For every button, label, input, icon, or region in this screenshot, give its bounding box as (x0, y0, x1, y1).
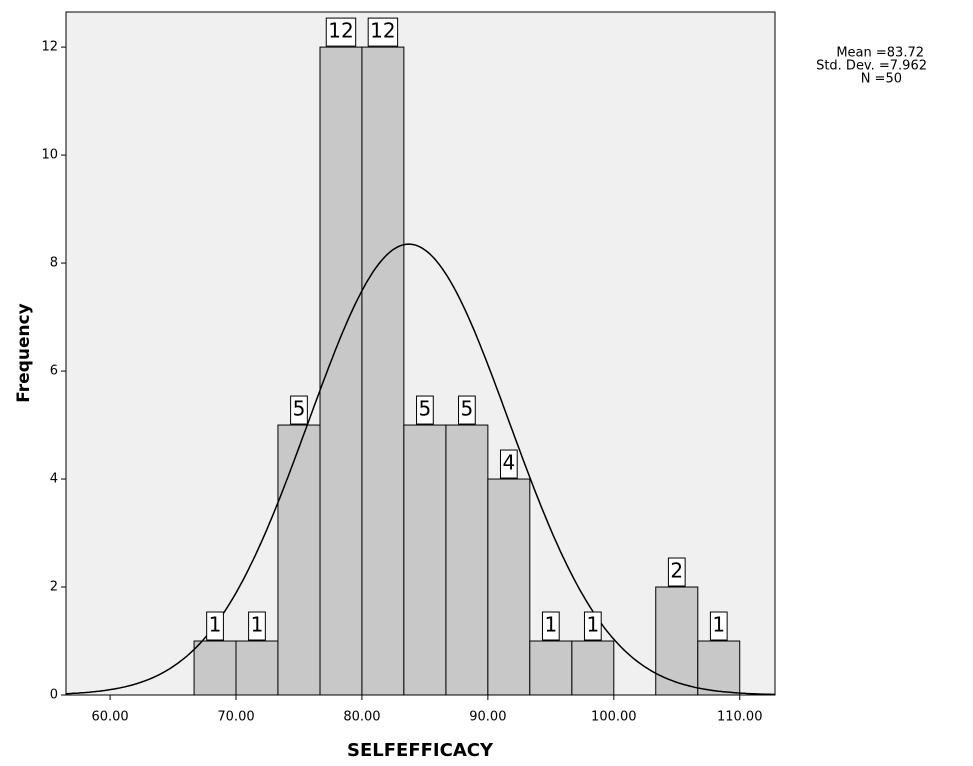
bar (488, 479, 530, 695)
y-tick-label: 6 (50, 364, 58, 379)
value-label: 5 (293, 397, 306, 421)
value-label: 5 (461, 397, 474, 421)
x-tick-label: 90.00 (469, 710, 506, 725)
value-label: 12 (328, 19, 353, 43)
x-tick-label: 60.00 (91, 710, 128, 725)
bar (236, 641, 278, 695)
bar (194, 641, 236, 695)
x-tick-label: 100.00 (591, 710, 637, 725)
bar (362, 47, 404, 695)
x-tick-label: 110.00 (717, 710, 763, 725)
bar (530, 641, 572, 695)
bar (404, 425, 446, 695)
x-tick-label: 70.00 (217, 710, 254, 725)
y-tick-label: 8 (50, 256, 58, 271)
value-label: 1 (251, 613, 264, 637)
bar (656, 587, 698, 695)
value-label: 12 (370, 19, 395, 43)
x-axis-title: SELFEFFICACY (347, 740, 494, 761)
value-label: 1 (712, 613, 725, 637)
value-label: 4 (502, 451, 515, 475)
value-label: 5 (419, 397, 432, 421)
y-tick-label: 0 (50, 688, 58, 703)
bar (572, 641, 614, 695)
y-tick-label: 10 (41, 148, 58, 163)
y-axis-title: Frequency (14, 303, 34, 403)
value-label: 1 (586, 613, 599, 637)
x-tick-label: 80.00 (343, 710, 380, 725)
bar (320, 47, 362, 695)
y-tick-label: 2 (50, 580, 58, 595)
bar (446, 425, 488, 695)
value-label: 1 (209, 613, 222, 637)
bar (698, 641, 740, 695)
annotation: N =50 (861, 72, 902, 87)
bar (278, 425, 320, 695)
chart: Frequency SELFEFFICACY Mean =83.72 Std. … (0, 0, 973, 766)
y-tick-label: 4 (50, 472, 58, 487)
value-label: 2 (670, 559, 683, 583)
value-label: 1 (544, 613, 557, 637)
y-tick-label: 12 (41, 40, 58, 55)
